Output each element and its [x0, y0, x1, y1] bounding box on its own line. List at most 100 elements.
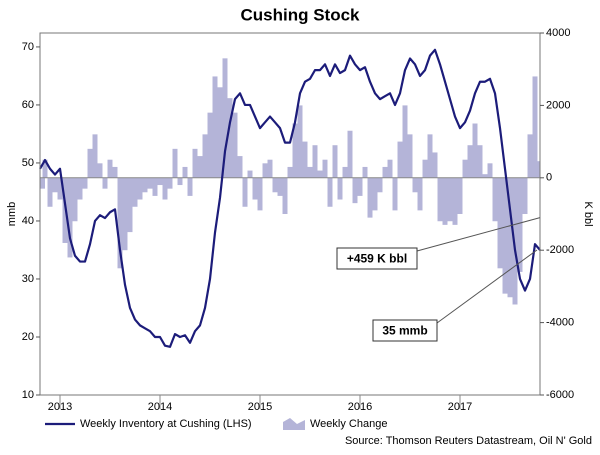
change-bar: [142, 177, 148, 193]
x-tick-label: 2015: [248, 401, 272, 413]
change-bar: [47, 177, 53, 207]
y2-tick-label: 4000: [546, 27, 570, 39]
y2-axis-label: K bbl: [582, 201, 594, 226]
change-bar: [502, 177, 508, 294]
change-bar: [112, 166, 118, 178]
change-bar: [417, 177, 423, 211]
annotation-text: +459 K bbl: [347, 252, 407, 266]
change-bar: [352, 177, 358, 204]
change-bar: [457, 177, 463, 214]
change-bar: [42, 159, 48, 178]
change-bar: [117, 177, 123, 269]
change-bar: [97, 163, 103, 178]
y-tick-label: 20: [22, 331, 34, 343]
change-bar: [227, 98, 233, 178]
change-bar: [397, 141, 403, 178]
change-bar: [152, 177, 158, 196]
change-bar: [372, 177, 378, 211]
annotation-leader: [416, 217, 541, 252]
change-bar: [237, 156, 243, 178]
change-bar: [362, 166, 368, 178]
change-bar: [472, 123, 478, 178]
change-bar: [342, 166, 348, 178]
change-bar: [172, 148, 178, 178]
change-bar: [232, 112, 238, 178]
change-bar: [72, 177, 78, 222]
change-bar: [382, 166, 388, 178]
change-bar: [537, 161, 540, 178]
change-bar: [307, 166, 313, 178]
annotation-box: [372, 319, 438, 342]
change-bar: [312, 145, 318, 178]
y-tick-label: 70: [22, 41, 34, 53]
legend-label: Weekly Change: [310, 418, 387, 430]
change-bar: [507, 177, 513, 298]
change-bar: [482, 174, 488, 178]
change-bar: [317, 170, 323, 178]
change-bar: [40, 177, 45, 189]
change-bar: [532, 76, 538, 178]
change-bar: [192, 148, 198, 178]
y-axis-label: mmb: [6, 202, 18, 226]
change-bar: [467, 145, 473, 178]
change-bar: [337, 177, 343, 200]
legend-label: Weekly Inventory at Cushing (LHS): [80, 418, 252, 430]
y-tick-label: 60: [22, 99, 34, 111]
y-tick-label: 50: [22, 157, 34, 169]
change-bar: [347, 130, 353, 178]
change-bar: [292, 123, 298, 178]
change-bar: [517, 177, 523, 272]
annotation-leader: [436, 249, 538, 324]
change-bar: [252, 177, 258, 200]
change-bar: [282, 177, 288, 214]
change-bar: [92, 134, 98, 178]
change-bar: [477, 145, 483, 178]
plot-frame: [39, 32, 541, 396]
change-bar: [422, 159, 428, 178]
change-bar: [452, 177, 458, 225]
change-bar: [267, 159, 273, 178]
change-bar: [487, 163, 493, 178]
y2-tick-label: 2000: [546, 99, 570, 111]
source-note: Source: Thomson Reuters Datastream, Oil …: [345, 435, 592, 447]
y2-tick-label: -4000: [546, 317, 574, 329]
change-bar: [247, 170, 253, 178]
change-bar: [202, 134, 208, 178]
change-bar: [287, 166, 293, 178]
change-bar: [177, 177, 183, 186]
plot-area: [39, 48, 541, 348]
y2-tick-label: 0: [546, 172, 552, 184]
change-bar: [82, 177, 88, 189]
y2-tick-label: -6000: [546, 389, 574, 401]
change-bar: [102, 177, 108, 189]
change-bar: [222, 58, 228, 178]
annotation-text: 35 mmb: [382, 324, 427, 338]
y-tick-label: 30: [22, 273, 34, 285]
change-bar: [52, 177, 58, 193]
change-bar: [432, 152, 438, 178]
change-bar: [447, 177, 453, 222]
change-bar: [437, 177, 443, 222]
change-bar: [77, 177, 83, 200]
change-bar: [182, 166, 188, 178]
legend-swatch: [283, 418, 305, 430]
change-bar: [492, 177, 498, 222]
change-bar: [427, 134, 433, 178]
y2-tick-label: -2000: [546, 244, 574, 256]
change-bar: [527, 134, 533, 178]
change-bar: [367, 177, 373, 218]
change-bar: [147, 177, 153, 189]
change-bar: [57, 177, 63, 200]
change-bar: [212, 76, 218, 178]
change-bar: [402, 105, 408, 178]
change-bar: [187, 177, 193, 196]
change-bar: [277, 177, 283, 196]
x-tick-label: 2014: [148, 401, 172, 413]
y-tick-label: 40: [22, 215, 34, 227]
change-bar: [167, 177, 173, 189]
change-bar: [302, 141, 308, 178]
change-bar: [162, 177, 168, 200]
change-bar: [87, 148, 93, 178]
